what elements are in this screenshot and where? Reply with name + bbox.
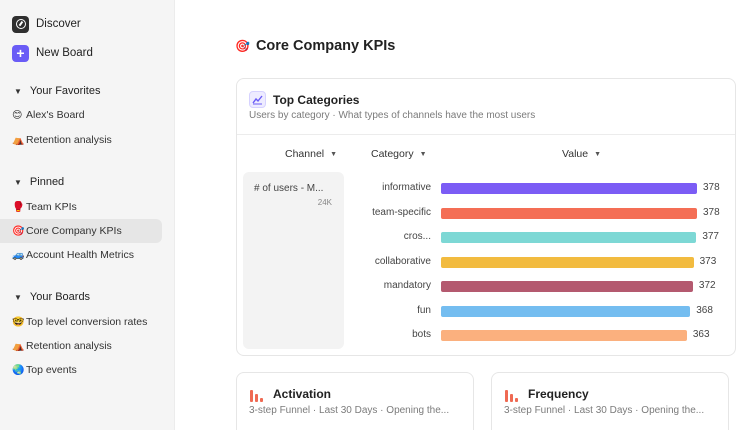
- sidebar-item-team-kpis[interactable]: 🥊 Team KPIs: [0, 195, 162, 219]
- channel-value: 24K: [317, 198, 332, 207]
- sidebar-item-label: Core Company KPIs: [26, 225, 122, 237]
- column-header-category[interactable]: Category ▼: [371, 148, 427, 160]
- column-header-channel[interactable]: Channel ▼: [285, 148, 337, 160]
- bar-category-label: cros...: [403, 231, 431, 242]
- discover-label: Discover: [36, 18, 81, 30]
- bar-category-label: collaborative: [374, 255, 431, 267]
- chevron-down-icon: ▼: [14, 177, 22, 187]
- top-categories-card[interactable]: Top Categories Users by category · What …: [236, 78, 736, 356]
- discover-link[interactable]: Discover: [12, 14, 81, 34]
- bar[interactable]: [441, 256, 694, 268]
- section-title: Pinned: [29, 176, 65, 188]
- bar-value-label: 373: [699, 255, 717, 267]
- caret-down-icon: ▼: [330, 150, 338, 158]
- bar[interactable]: [441, 207, 697, 219]
- sidebar-item-retention-analysis[interactable]: ⛺ Retention analysis: [0, 128, 162, 152]
- sidebar: Discover + New Board ▼ Your Favorites 😊 …: [0, 0, 175, 430]
- new-board-button[interactable]: + New Board: [12, 43, 93, 63]
- sidebar-item-alexs-board[interactable]: 😊 Alex's Board: [0, 103, 162, 127]
- sidebar-item-account-health-metrics[interactable]: 🚙 Account Health Metrics: [0, 243, 162, 267]
- sidebar-item-label: Top events: [26, 364, 77, 376]
- card-subtitle: 3-step Funnel · Last 30 Days · Opening t…: [504, 405, 705, 416]
- bar-category-label: informative: [382, 182, 431, 193]
- channel-cell[interactable]: # of users - M... 24K: [243, 172, 344, 349]
- frequency-card[interactable]: Frequency 3-step Funnel · Last 30 Days ·…: [491, 372, 729, 430]
- caret-down-icon: ▼: [419, 150, 427, 158]
- column-header-label: Category: [371, 148, 414, 160]
- divider: [237, 134, 735, 135]
- bar-value-label: 378: [703, 206, 720, 218]
- bar-value-label: 378: [703, 182, 720, 193]
- globe-emoji-icon: 🌏: [12, 364, 25, 376]
- sidebar-item-label: Retention analysis: [26, 134, 112, 146]
- bar-value-label: 368: [696, 304, 713, 316]
- plus-icon: +: [12, 44, 29, 62]
- section-favorites[interactable]: ▼ Your Favorites: [14, 83, 100, 99]
- bar-value-label: 372: [698, 280, 716, 291]
- bar[interactable]: [441, 183, 697, 194]
- card-header: Top Categories: [249, 91, 359, 108]
- card-title: Top Categories: [273, 92, 360, 107]
- funnel-chart-icon: [249, 388, 264, 403]
- bar-value-label: 377: [702, 231, 719, 242]
- bar-category-label: bots: [412, 329, 431, 340]
- smile-emoji-icon: 😊: [12, 109, 23, 121]
- sidebar-item-top-level-conversion-rates[interactable]: 🤓 Top level conversion rates: [0, 310, 162, 334]
- car-emoji-icon: 🚙: [12, 249, 25, 261]
- sidebar-item-label: Retention analysis: [26, 340, 112, 352]
- chevron-down-icon: ▼: [14, 292, 22, 302]
- section-title: Your Boards: [29, 291, 91, 303]
- tent-emoji-icon: ⛺: [12, 340, 25, 352]
- chevron-down-icon: ▼: [14, 86, 22, 96]
- target-emoji-icon: 🎯: [12, 225, 25, 237]
- sidebar-item-label: Top level conversion rates: [26, 316, 148, 328]
- boxing-glove-emoji-icon: 🥊: [12, 201, 25, 213]
- bar[interactable]: [441, 305, 691, 317]
- sidebar-item-top-events[interactable]: 🌏 Top events: [0, 358, 162, 382]
- column-header-label: Value: [562, 148, 589, 160]
- page-title: 🎯 Core Company KPIs: [235, 38, 395, 54]
- section-title: Your Favorites: [29, 85, 101, 97]
- new-board-label: New Board: [36, 47, 93, 59]
- target-emoji-icon: 🎯: [235, 39, 250, 53]
- card-title: Activation: [273, 387, 332, 401]
- card-subtitle: 3-step Funnel · Last 30 Days · Opening t…: [249, 405, 450, 416]
- section-your-boards[interactable]: ▼ Your Boards: [14, 289, 90, 305]
- column-header-value[interactable]: Value ▼: [562, 148, 601, 160]
- tent-emoji-icon: ⛺: [12, 134, 25, 146]
- page-title-text: Core Company KPIs: [255, 38, 396, 54]
- bar[interactable]: [441, 281, 693, 292]
- bar-value-label: 363: [692, 329, 710, 340]
- column-header-label: Channel: [285, 148, 325, 160]
- sidebar-item-label: Account Health Metrics: [26, 249, 134, 261]
- section-pinned[interactable]: ▼ Pinned: [14, 174, 64, 190]
- caret-down-icon: ▼: [594, 150, 602, 158]
- card-title: Frequency: [528, 387, 589, 401]
- sidebar-item-label: Team KPIs: [26, 201, 77, 213]
- card-subtitle: Users by category · What types of channe…: [249, 110, 536, 121]
- bar-category-label: team-specific: [372, 206, 431, 218]
- activation-card[interactable]: Activation 3-step Funnel · Last 30 Days …: [236, 372, 474, 430]
- sidebar-item-label: Alex's Board: [26, 109, 85, 121]
- bar[interactable]: [441, 330, 687, 341]
- nerd-emoji-icon: 🤓: [12, 316, 25, 328]
- compass-icon: [12, 15, 29, 33]
- bar-category-label: mandatory: [383, 280, 431, 291]
- sidebar-item-retention-analysis-2[interactable]: ⛺ Retention analysis: [0, 334, 162, 358]
- funnel-chart-icon: [504, 388, 519, 403]
- line-chart-icon: [249, 91, 266, 108]
- sidebar-item-core-company-kpis[interactable]: 🎯 Core Company KPIs: [0, 219, 162, 243]
- bar[interactable]: [441, 232, 697, 243]
- bar-category-label: fun: [417, 304, 431, 316]
- channel-label: # of users - M...: [254, 183, 324, 194]
